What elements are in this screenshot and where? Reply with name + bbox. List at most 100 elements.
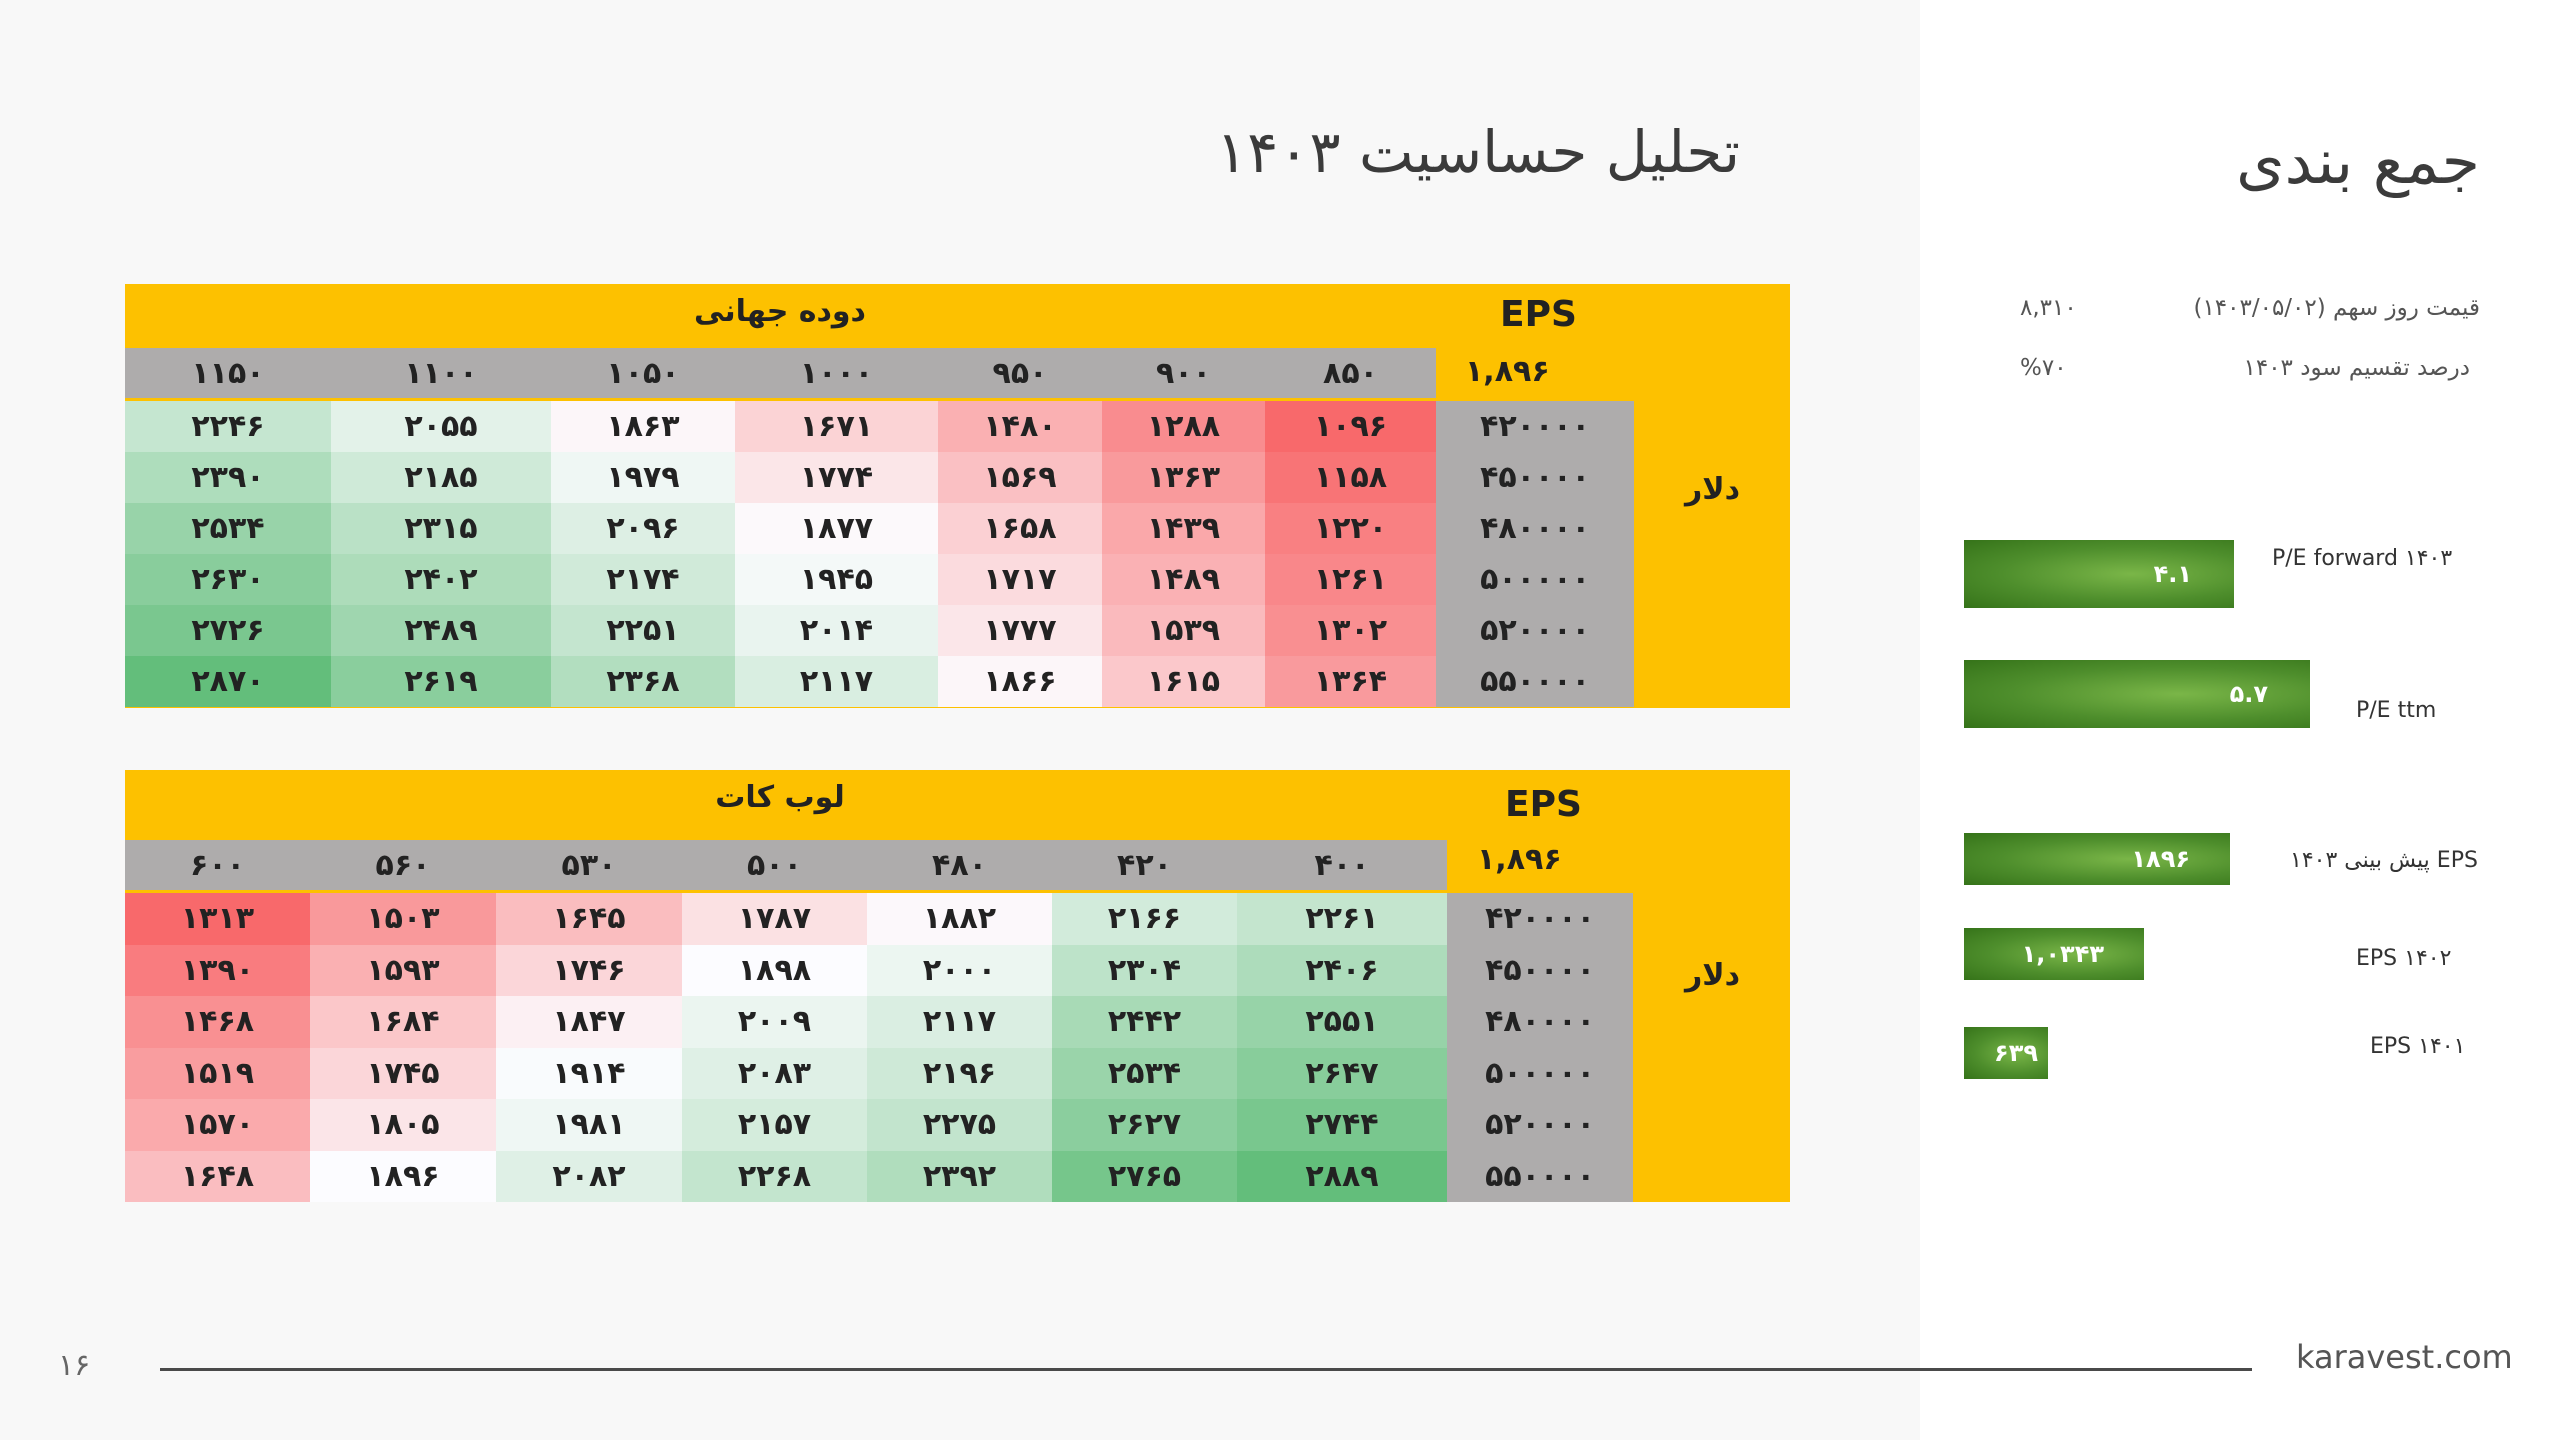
table-cell: ۲۳۹۰ <box>125 452 331 503</box>
column-header: ۵۰۰ <box>747 847 802 883</box>
summary-title: جمع بندی <box>2236 125 2480 198</box>
bar-label: EPS ۱۴۰۱ <box>2370 1034 2466 1059</box>
table-title: دوده جهانی <box>694 294 866 329</box>
info-value: %۷۰ <box>2020 355 2067 381</box>
table-cell: ۱۸۶۶ <box>938 656 1102 707</box>
table-cell: ۱۷۴۵ <box>310 1047 496 1099</box>
row-label: ۵۲۰۰۰۰ <box>1447 1099 1633 1151</box>
table-cell: ۲۴۰۲ <box>331 554 551 605</box>
table-cell: ۲۵۳۴ <box>1052 1047 1237 1099</box>
table-cell: ۱۲۶۱ <box>1265 554 1436 605</box>
info-row-dividend: درصد تقسیم سود ۱۴۰۳ %۷۰ <box>1990 355 2470 395</box>
table-cell: ۱۸۴۷ <box>496 996 682 1048</box>
table-cell: ۲۰۹۶ <box>551 503 735 554</box>
table-row: ۲۶۳۰ ۲۴۰۲ ۲۱۷۴ ۱۹۴۵ ۱۷۱۷ ۱۴۸۹ ۱۲۶۱ ۵۰۰۰۰۰ <box>125 554 1634 605</box>
table-cell: ۱۷۷۴ <box>735 452 938 503</box>
table-cell: ۱۶۴۵ <box>496 893 682 945</box>
row-axis-label: دلار <box>1685 958 1741 993</box>
table-cell: ۲۲۵۱ <box>551 605 735 656</box>
table-cell: ۲۶۲۷ <box>1052 1099 1237 1151</box>
table-cell: ۲۲۷۵ <box>867 1099 1052 1151</box>
row-label: ۴۲۰۰۰۰ <box>1447 893 1633 945</box>
bar-value: ۵.۷ <box>2229 680 2268 708</box>
table-row: ۱۵۱۹ ۱۷۴۵ ۱۹۱۴ ۲۰۸۳ ۲۱۹۶ ۲۵۳۴ ۲۶۴۷ ۵۰۰۰۰۰ <box>125 1047 1633 1099</box>
table-cell: ۱۲۸۸ <box>1102 401 1265 452</box>
info-row-price: قیمت روز سهم (۱۴۰۳/۰۵/۰۲) ۸,۳۱۰ <box>1990 295 2480 335</box>
column-header: ۱۱۵۰ <box>191 355 265 391</box>
column-header: ۱۰۵۰ <box>606 355 680 391</box>
row-label: ۵۵۰۰۰۰ <box>1436 656 1634 707</box>
row-label: ۴۸۰۰۰۰ <box>1447 996 1633 1048</box>
bar-value: ۴.۱ <box>2153 560 2192 588</box>
table-row: ۲۲۴۶ ۲۰۵۵ ۱۸۶۳ ۱۶۷۱ ۱۴۸۰ ۱۲۸۸ ۱۰۹۶ ۴۲۰۰۰۰ <box>125 401 1634 452</box>
bar-pe-forward: ۴.۱ <box>1964 540 2234 608</box>
table-cell: ۱۵۷۰ <box>125 1099 310 1151</box>
table-cell: ۱۵۳۹ <box>1102 605 1265 656</box>
bar-eps-1402: ۱,۰۳۴۳ <box>1964 928 2144 980</box>
site-link[interactable]: karavest.com <box>2296 1338 2513 1376</box>
table-cell: ۲۸۸۹ <box>1237 1150 1447 1202</box>
table-cell: ۱۲۲۰ <box>1265 503 1436 554</box>
info-value: ۸,۳۱۰ <box>2020 295 2077 321</box>
column-header: ۴۰۰ <box>1314 847 1370 883</box>
table-cell: ۲۶۳۰ <box>125 554 331 605</box>
table-cell: ۱۷۸۷ <box>682 893 867 945</box>
row-label: ۵۲۰۰۰۰ <box>1436 605 1634 656</box>
table-cell: ۲۵۳۴ <box>125 503 331 554</box>
bar-eps-1401: ۶۳۹ <box>1964 1027 2048 1079</box>
row-label: ۵۰۰۰۰۰ <box>1447 1047 1633 1099</box>
row-label: ۴۲۰۰۰۰ <box>1436 401 1634 452</box>
table-cell: ۱۵۶۹ <box>938 452 1102 503</box>
eps-value: ۱,۸۹۶ <box>1465 354 1550 389</box>
table-cell: ۲۴۸۹ <box>331 605 551 656</box>
column-header: ۴۸۰ <box>932 847 987 883</box>
table-cell: ۱۷۷۷ <box>938 605 1102 656</box>
table-row: ۲۵۳۴ ۲۳۱۵ ۲۰۹۶ ۱۸۷۷ ۱۶۵۸ ۱۴۳۹ ۱۲۲۰ ۴۸۰۰۰۰ <box>125 503 1634 554</box>
table-cell: ۱۸۹۶ <box>310 1150 496 1202</box>
table-cell: ۱۸۶۳ <box>551 401 735 452</box>
table-cell: ۱۴۳۹ <box>1102 503 1265 554</box>
bar-label: پیش بینی ۱۴۰۳ EPS <box>2290 848 2478 873</box>
table-cell: ۲۱۹۶ <box>867 1047 1052 1099</box>
row-label: ۵۰۰۰۰۰ <box>1436 554 1634 605</box>
table-cell: ۱۸۷۷ <box>735 503 938 554</box>
row-axis-label: دلار <box>1685 472 1741 507</box>
table-cell: ۲۲۶۸ <box>682 1150 867 1202</box>
table-row: ۱۵۷۰ ۱۸۰۵ ۱۹۸۱ ۲۱۵۷ ۲۲۷۵ ۲۶۲۷ ۲۷۴۴ ۵۲۰۰۰۰ <box>125 1099 1633 1151</box>
footer-divider <box>160 1368 2252 1371</box>
table-cell: ۱۳۹۰ <box>125 944 310 996</box>
info-label: درصد تقسیم سود ۱۴۰۳ <box>2243 355 2470 381</box>
table-cell: ۲۰۸۳ <box>682 1047 867 1099</box>
table-cell: ۱۳۱۳ <box>125 893 310 945</box>
table-cell: ۱۴۸۹ <box>1102 554 1265 605</box>
table-cell: ۲۰۱۴ <box>735 605 938 656</box>
table-row: ۲۷۲۶ ۲۴۸۹ ۲۲۵۱ ۲۰۱۴ ۱۷۷۷ ۱۵۳۹ ۱۳۰۲ ۵۲۰۰۰۰ <box>125 605 1634 656</box>
table-cell: ۲۳۶۸ <box>551 656 735 707</box>
table-cell: ۲۰۸۲ <box>496 1150 682 1202</box>
table-cell: ۱۹۷۹ <box>551 452 735 503</box>
table-cell: ۲۵۵۱ <box>1237 996 1447 1048</box>
row-label: ۴۸۰۰۰۰ <box>1436 503 1634 554</box>
column-header: ۵۳۰ <box>561 847 617 883</box>
column-header: ۱۰۰۰ <box>799 355 874 391</box>
table-cell: ۱۶۵۸ <box>938 503 1102 554</box>
table-cell: ۲۱۶۶ <box>1052 893 1237 945</box>
table-cell: ۲۴۰۶ <box>1237 944 1447 996</box>
table-cell: ۱۴۶۸ <box>125 996 310 1048</box>
column-header: ۸۵۰ <box>1323 355 1378 391</box>
table-cell: ۱۹۴۵ <box>735 554 938 605</box>
table-cell: ۱۳۰۲ <box>1265 605 1436 656</box>
column-header: ۹۵۰ <box>992 355 1048 391</box>
bar-label: P/E ttm <box>2356 698 2437 723</box>
table-cell: ۲۸۷۰ <box>125 656 331 707</box>
row-label: ۵۵۰۰۰۰ <box>1447 1150 1633 1202</box>
table-cell: ۱۳۶۴ <box>1265 656 1436 707</box>
table-cell: ۲۳۹۲ <box>867 1150 1052 1202</box>
bar-label: EPS ۱۴۰۲ <box>2356 946 2452 971</box>
table-cell: ۲۱۷۴ <box>551 554 735 605</box>
bar-label: P/E forward ۱۴۰۳ <box>2272 546 2453 571</box>
sensitivity-table-carbon-black: دوده جهانی EPS ۱,۸۹۶ دلار ۱۱۵۰ ۱۱۰۰ ۱۰۵۰ ۱۰… <box>125 284 1790 708</box>
table-cell: ۱۰۹۶ <box>1265 401 1436 452</box>
info-label: قیمت روز سهم (۱۴۰۳/۰۵/۰۲) <box>2193 295 2480 321</box>
table-cell: ۲۲۶۱ <box>1237 893 1447 945</box>
